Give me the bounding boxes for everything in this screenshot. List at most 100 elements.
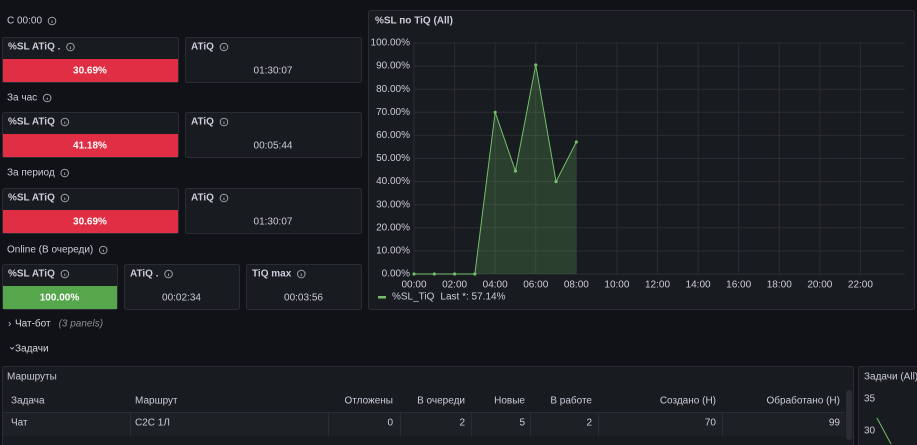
stat-title: %SL ATiQ .	[8, 42, 61, 53]
row-toggle[interactable]: ⌄	[8, 342, 16, 353]
stat-value: 100.00%	[40, 293, 80, 304]
info-icon[interactable]	[60, 117, 70, 127]
legend-swatch[interactable]	[378, 296, 386, 299]
info-icon[interactable]	[66, 42, 75, 52]
table-cell: 99	[829, 418, 841, 429]
column-header[interactable]: Обработано (Н)	[767, 395, 840, 407]
section-title: С 00:00	[7, 16, 42, 27]
stat-value-bar	[3, 210, 178, 233]
table-cell: 2	[586, 418, 592, 429]
stat-panel	[246, 264, 362, 310]
legend-label[interactable]: %SL_TiQ	[392, 292, 435, 303]
stat-value: 00:05:44	[254, 141, 293, 152]
stat-panel	[185, 37, 362, 83]
table-cell: 5	[519, 418, 525, 429]
x-tick-label: 12:00	[645, 280, 670, 291]
section-title: За час	[7, 93, 37, 104]
y-tick-label: 20.00%	[376, 222, 410, 233]
stat-value: 30.69%	[73, 217, 107, 228]
column-header[interactable]: Отложены	[345, 396, 394, 407]
x-tick-label: 02:00	[442, 280, 467, 291]
data-point	[534, 63, 538, 67]
stat-title: %SL ATiQ	[8, 117, 55, 128]
stat-title: ATiQ .	[130, 269, 159, 280]
column-header[interactable]: В работе	[550, 395, 592, 407]
info-icon[interactable]	[42, 93, 52, 103]
stat-title: ATiQ	[191, 193, 214, 204]
x-tick-label: 00:00	[401, 280, 426, 291]
table-row	[3, 413, 845, 436]
table-cell: 0	[387, 418, 393, 429]
stat-value-bar	[3, 59, 178, 82]
column-header[interactable]: Задача	[11, 396, 45, 407]
stat-value-bar	[3, 134, 178, 157]
info-icon[interactable]	[164, 269, 173, 279]
y-tick-label: 30.00%	[376, 199, 410, 210]
info-icon[interactable]	[296, 269, 306, 279]
stat-value-bar	[3, 286, 117, 309]
info-icon[interactable]	[47, 16, 57, 26]
table-cell: 2	[459, 418, 465, 429]
x-tick-label: 16:00	[726, 280, 751, 291]
data-point	[432, 272, 436, 276]
info-icon[interactable]	[60, 269, 70, 279]
x-tick-label: 14:00	[686, 280, 711, 291]
y-tick-label: 30	[864, 426, 876, 437]
data-point	[412, 272, 416, 276]
y-tick-label: 10.00%	[376, 246, 410, 257]
chart-title: %SL по TiQ (All)	[375, 16, 453, 27]
stat-value: 41.18%	[73, 141, 107, 152]
column-header[interactable]: Создано (Н)	[660, 396, 716, 407]
stat-title: ATiQ	[191, 42, 214, 53]
side-panel-title: Задачи (All)	[864, 372, 917, 383]
info-icon[interactable]	[219, 42, 229, 52]
data-point	[513, 169, 518, 173]
y-tick-label: 35	[864, 394, 876, 405]
stat-value: 01:30:07	[254, 217, 293, 228]
y-tick-label: 70.00%	[376, 107, 410, 118]
stat-panel	[124, 264, 240, 310]
info-icon[interactable]	[219, 193, 229, 203]
stat-title: %SL ATiQ	[8, 193, 55, 204]
x-tick-label: 10:00	[604, 280, 629, 291]
side-panel	[858, 366, 917, 445]
data-point	[473, 272, 477, 276]
info-icon[interactable]	[219, 117, 229, 127]
stat-value: 30.69%	[73, 66, 107, 77]
row-note: (3 panels)	[59, 319, 103, 330]
row-toggle[interactable]: ›	[8, 319, 11, 330]
column-header[interactable]: Новые	[494, 396, 525, 407]
column-header[interactable]: В очереди	[417, 396, 465, 407]
x-tick-label: 20:00	[807, 280, 832, 291]
x-tick-label: 06:00	[523, 280, 548, 291]
column-header[interactable]: Маршрут	[135, 396, 178, 407]
x-tick-label: 08:00	[564, 280, 589, 291]
stat-title: %SL ATiQ	[8, 269, 55, 280]
data-point	[574, 140, 578, 144]
stat-value: 00:02:34	[162, 293, 201, 304]
y-tick-label: 60.00%	[376, 130, 410, 141]
row-title[interactable]: Задачи	[15, 344, 49, 355]
info-icon[interactable]	[60, 193, 70, 203]
x-tick-label: 22:00	[848, 280, 873, 291]
y-tick-label: 90.00%	[376, 61, 410, 72]
row-title[interactable]: Чат-бот	[15, 318, 51, 330]
stat-value: 01:30:07	[254, 66, 293, 77]
info-icon[interactable]	[98, 245, 108, 255]
chart-panel	[368, 10, 915, 310]
y-tick-label: 100.00%	[371, 38, 411, 49]
section-title: За период	[7, 168, 55, 179]
data-point	[493, 110, 497, 114]
info-icon[interactable]	[60, 168, 69, 178]
x-tick-label: 18:00	[767, 280, 792, 291]
section-title: Online (В очереди)	[7, 245, 93, 256]
stat-title: TiQ max	[252, 269, 292, 280]
area-fill	[414, 64, 577, 274]
table-cell: 70	[705, 418, 717, 429]
legend-stat: Last *: 57.14%	[440, 292, 505, 303]
table-cell: С2С 1Л	[135, 418, 170, 429]
stat-panel	[185, 188, 362, 234]
side-line	[876, 417, 892, 445]
scrollbar[interactable]	[846, 390, 852, 440]
